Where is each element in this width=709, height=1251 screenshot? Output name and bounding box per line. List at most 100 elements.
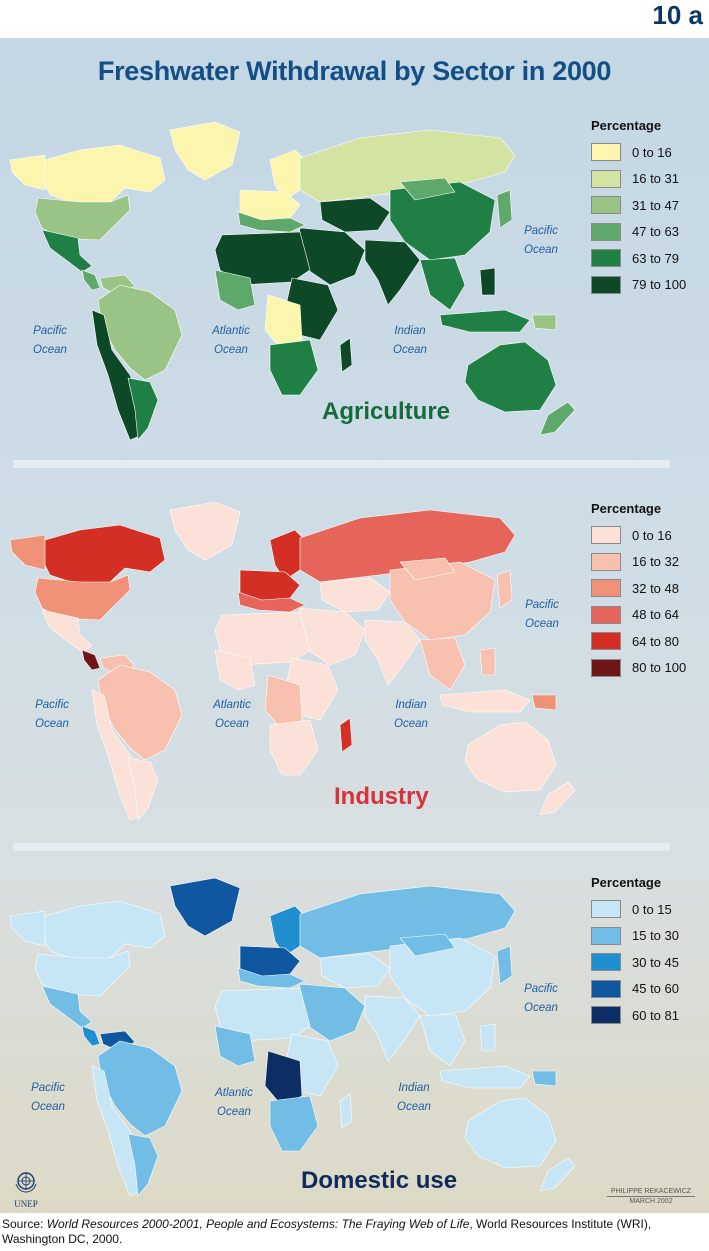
mongolia-region	[399, 933, 456, 957]
legend-item: 63 to 79	[591, 245, 686, 272]
legend-label: 16 to 32	[632, 554, 679, 570]
panel-divider	[13, 460, 670, 468]
agriculture-label: Agriculture	[322, 398, 451, 425]
legend-swatch	[591, 249, 621, 268]
usa-region	[34, 194, 131, 241]
mexico-region	[41, 609, 93, 653]
legend-label: 45 to 60	[632, 981, 679, 997]
industry-legend: Percentage 0 to 16 16 to 32 32 to 48 48 …	[591, 501, 686, 681]
legend-title: Percentage	[591, 118, 662, 133]
source-prefix: Source:	[2, 1217, 47, 1231]
legend-item: 0 to 16	[591, 522, 686, 549]
mongolia-region	[399, 557, 456, 581]
legend-swatch	[591, 632, 621, 651]
australia-region	[464, 1097, 557, 1169]
new-zealand-region	[539, 401, 576, 436]
domestic-use-label: Domestic use	[301, 1167, 458, 1194]
png-region	[531, 694, 557, 711]
credit-date: MARCH 2002	[607, 1196, 695, 1206]
legend-item: 45 to 60	[591, 976, 679, 1003]
legend-swatch	[591, 953, 621, 972]
india-region	[364, 619, 421, 686]
south-america-north-region	[97, 284, 183, 381]
southeast-asia-region	[419, 1013, 466, 1067]
ocean-label-atlantic: Atlantic Ocean	[213, 699, 251, 730]
legend-item: 48 to 64	[591, 602, 686, 629]
panel-divider	[13, 843, 670, 851]
legend-label: 16 to 31	[632, 171, 679, 187]
ocean-label-atlantic: Atlantic Ocean	[212, 325, 250, 356]
middle-east-region	[297, 227, 366, 286]
png-region	[531, 314, 557, 331]
source-citation: Source: World Resources 2000-2001, Peopl…	[2, 1217, 707, 1247]
australia-region	[464, 721, 557, 793]
legend-swatch	[591, 579, 621, 598]
west-africa-region	[214, 649, 256, 691]
agriculture-legend: Percentage 0 to 16 16 to 31 31 to 47 47 …	[591, 118, 686, 298]
indonesia-region	[439, 1065, 531, 1089]
india-region	[364, 239, 421, 306]
legend-item: 0 to 15	[591, 896, 679, 923]
legend-label: 47 to 63	[632, 224, 679, 240]
central-america-region	[81, 269, 101, 291]
ocean-label-pacific-east: Pacific Ocean	[524, 225, 558, 256]
philippines-region	[479, 1023, 496, 1052]
legend-swatch	[591, 1006, 621, 1025]
legend-label: 60 to 81	[632, 1007, 679, 1023]
legend-swatch	[591, 900, 621, 919]
central-asia-region	[319, 577, 391, 613]
page-title: Freshwater Withdrawal by Sector in 2000	[97, 56, 612, 86]
mexico-region	[41, 229, 93, 273]
ocean-label-atlantic: Atlantic Ocean	[215, 1087, 253, 1118]
usa-region	[34, 574, 131, 621]
un-emblem-icon	[15, 1172, 37, 1193]
india-region	[364, 995, 421, 1062]
ocean-label-indian: Indian Ocean	[393, 325, 427, 356]
legend-label: 15 to 30	[632, 928, 679, 944]
legend-label: 0 to 16	[632, 527, 672, 543]
north-africa-region	[214, 611, 311, 666]
russia-region	[299, 885, 516, 959]
ocean-label-pacific-west: Pacific Ocean	[33, 325, 67, 356]
middle-east-region	[297, 607, 366, 666]
legend-label: 32 to 48	[632, 580, 679, 596]
madagascar-region	[339, 717, 353, 753]
legend-swatch	[591, 979, 621, 998]
legend-swatch	[591, 169, 621, 188]
mexico-region	[41, 985, 93, 1029]
domestic-use-legend: Percentage 0 to 15 15 to 30 30 to 45 45 …	[591, 875, 679, 1029]
legend-swatch	[591, 196, 621, 215]
china-region	[389, 181, 496, 261]
legend-label: 80 to 100	[632, 660, 687, 676]
legend-item: 15 to 30	[591, 923, 679, 950]
legend-title: Percentage	[591, 501, 662, 516]
japan-korea-region	[496, 945, 513, 985]
north-africa-region	[214, 987, 311, 1042]
png-region	[531, 1070, 557, 1087]
author-credit: PHILIPPE REKACEWICZ MARCH 2002	[607, 1187, 695, 1206]
ocean-label-indian: Indian Ocean	[397, 1082, 431, 1113]
greenland-region	[169, 121, 241, 181]
canada-region	[39, 144, 166, 206]
alaska-region	[9, 154, 46, 191]
china-region	[389, 561, 496, 641]
legend-label: 30 to 45	[632, 954, 679, 970]
legend-swatch	[591, 926, 621, 945]
legend-label: 0 to 16	[632, 144, 672, 160]
credit-author: PHILIPPE REKACEWICZ	[610, 1188, 692, 1195]
ocean-label-pacific-west: Pacific Ocean	[31, 1082, 65, 1113]
middle-east-region	[297, 983, 366, 1042]
legend-item: 64 to 80	[591, 628, 686, 655]
source-title: World Resources 2000-2001, People and Ec…	[46, 1217, 470, 1231]
industry-map	[9, 501, 576, 821]
legend-label: 0 to 15	[632, 901, 672, 917]
ocean-label-pacific-east: Pacific Ocean	[524, 983, 558, 1014]
legend-item: 47 to 63	[591, 219, 686, 246]
agriculture-map	[9, 121, 576, 441]
legend-item: 79 to 100	[591, 272, 686, 299]
madagascar-region	[339, 1093, 353, 1129]
legend-title: Percentage	[591, 875, 662, 890]
legend-label: 79 to 100	[632, 277, 687, 293]
west-africa-region	[214, 269, 256, 311]
legend-swatch	[591, 526, 621, 545]
